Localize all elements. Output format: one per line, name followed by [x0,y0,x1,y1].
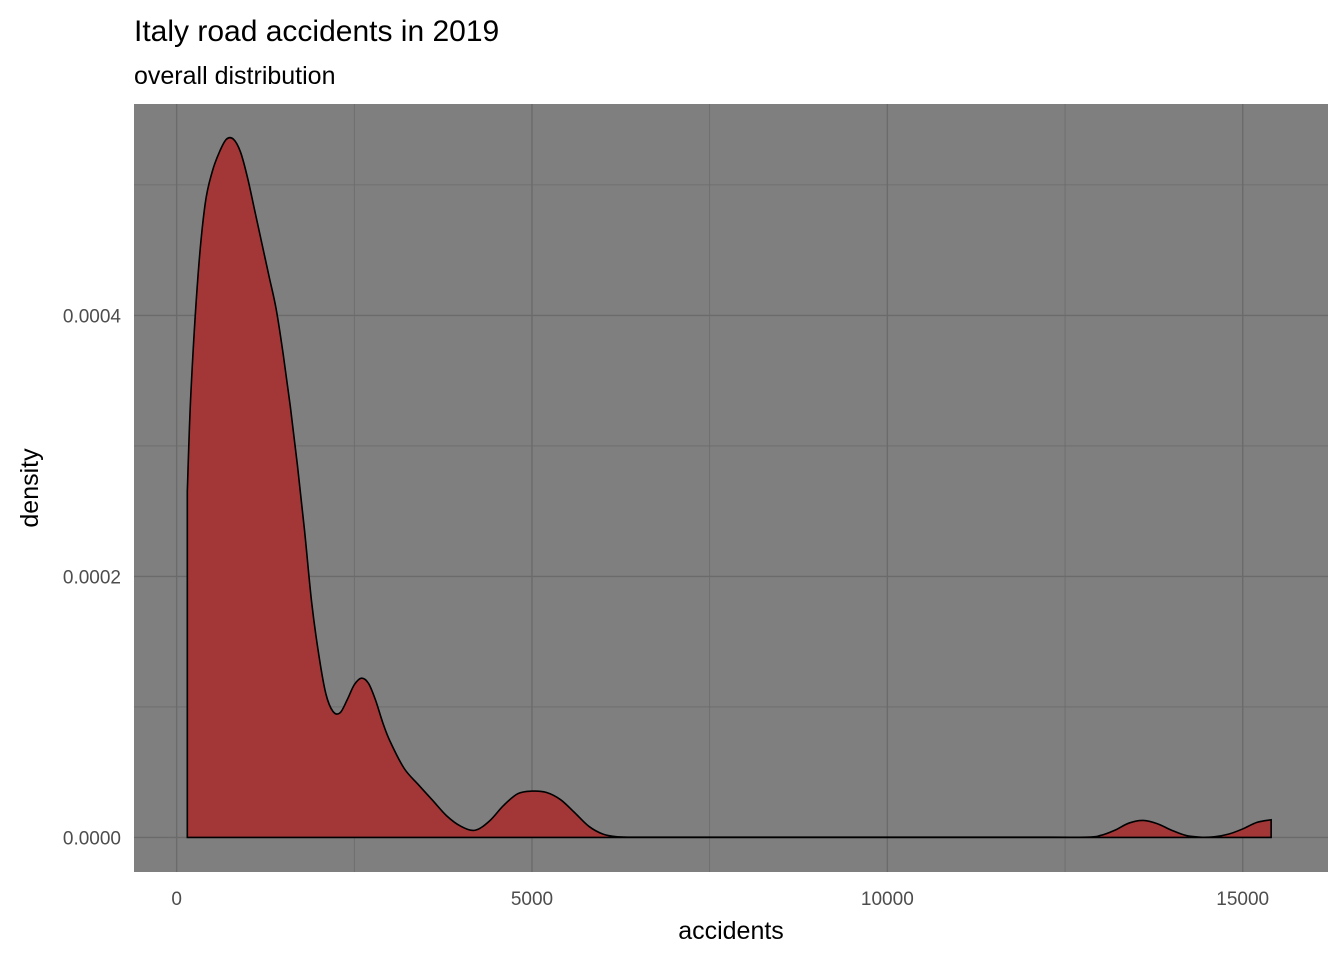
density-outline [186,136,1272,839]
y-tick-label: 0.0000 [63,828,121,849]
x-tick-label: 15000 [1216,889,1269,910]
y-tick-label: 0.0004 [63,306,122,327]
y-axis-title: density [16,448,44,528]
chart-title: Italy road accidents in 2019 [134,15,499,48]
x-axis-title: accidents [678,917,784,945]
y-axis-ticks: 0.0000 0.0002 0.0004 [63,306,122,849]
x-axis-ticks: 0 5000 10000 15000 [171,889,1269,910]
x-tick-label: 0 [171,889,182,910]
minor-gridlines [134,104,1328,872]
chart-subtitle: overall distribution [134,62,336,90]
y-tick-label: 0.0002 [63,567,121,588]
density-area [187,137,1272,838]
x-tick-label: 10000 [861,889,914,910]
x-tick-label: 5000 [511,889,553,910]
